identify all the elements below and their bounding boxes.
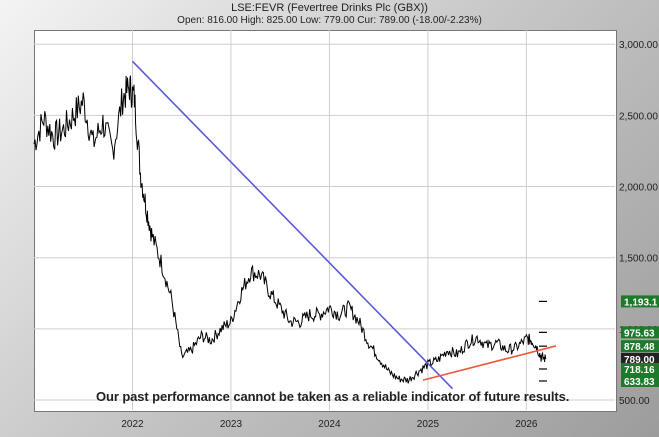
y-tick-label: 2,000.00	[619, 183, 658, 194]
level-badge	[621, 295, 659, 308]
level-badge	[621, 352, 659, 365]
level-badge-label: 633.83	[624, 377, 655, 388]
level-badge	[621, 362, 659, 375]
level-badge-label: 1,193.1	[624, 297, 658, 308]
y-tick-label: 3,000.00	[619, 40, 658, 51]
level-badge	[621, 340, 659, 353]
x-tick-label: 2024	[318, 419, 341, 430]
level-badge-label: 975.63	[624, 328, 655, 339]
level-badge-label: 718.16	[624, 365, 655, 376]
x-tick-label: 2025	[417, 419, 440, 430]
level-badge	[621, 374, 659, 387]
x-tick-label: 2026	[515, 419, 538, 430]
level-badge	[621, 326, 659, 339]
x-tick-label: 2022	[121, 419, 144, 430]
trend-line	[422, 345, 557, 381]
chart-title: LSE:FEVR (Fevertree Drinks Plc (GBX))	[231, 2, 428, 14]
chart-subtitle: Open: 816.00 High: 825.00 Low: 779.00 Cu…	[177, 15, 482, 26]
level-badge-label: 789.00	[624, 355, 655, 366]
y-tick-label: 2,500.00	[619, 111, 658, 122]
y-tick-label: 1,500.00	[619, 254, 658, 265]
trend-line	[131, 60, 454, 390]
level-badge-label: 878.48	[624, 342, 655, 353]
price-series-line	[33, 75, 547, 384]
disclaimer-text: Our past performance cannot be taken as …	[96, 389, 570, 404]
y-tick-label: 500.00	[619, 396, 650, 407]
x-tick-label: 2023	[220, 419, 243, 430]
